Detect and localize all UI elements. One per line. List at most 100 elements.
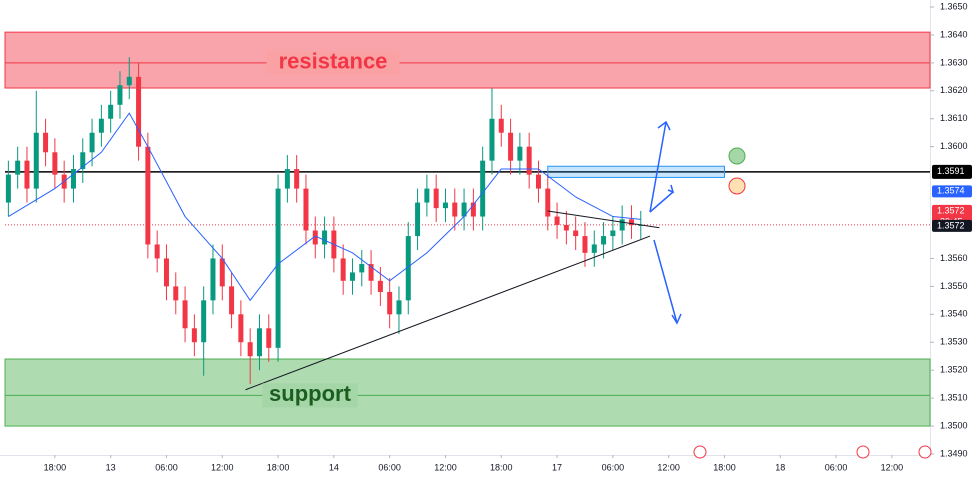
x-tick-label: 12:00 bbox=[211, 462, 234, 472]
candle-body bbox=[43, 132, 49, 153]
candle-body bbox=[359, 264, 365, 273]
x-tick-label: 18:00 bbox=[267, 462, 290, 472]
candle-body bbox=[275, 188, 281, 348]
event-flag[interactable] bbox=[918, 445, 932, 459]
x-tick-label: 18:00 bbox=[713, 462, 736, 472]
candle-body bbox=[424, 188, 430, 203]
event-flags bbox=[693, 445, 932, 459]
x-tick-label: 12:00 bbox=[434, 462, 457, 472]
y-tick-label: 1.3620 bbox=[940, 85, 968, 95]
candle-body bbox=[322, 230, 328, 245]
event-flag[interactable] bbox=[693, 445, 707, 459]
x-tick-label: 18:00 bbox=[44, 462, 67, 472]
y-tick-label: 1.3610 bbox=[940, 113, 968, 123]
y-tick-label: 1.3540 bbox=[940, 309, 968, 319]
x-tick-label: 17 bbox=[552, 462, 562, 472]
y-tick-label: 1.3520 bbox=[940, 365, 968, 375]
zone-label: resistance bbox=[279, 49, 388, 74]
stop-circle bbox=[728, 177, 746, 195]
candle-body bbox=[554, 216, 560, 225]
y-tick-label: 1.3530 bbox=[940, 337, 968, 347]
zone-label-bg bbox=[266, 50, 400, 75]
candle-body bbox=[312, 230, 318, 245]
candle-body bbox=[98, 118, 104, 133]
candle-body bbox=[284, 169, 290, 189]
candle-body bbox=[489, 118, 495, 161]
y-tick-label: 1.3510 bbox=[940, 393, 968, 403]
candle-body bbox=[628, 219, 634, 225]
x-tick-label: 18 bbox=[775, 462, 785, 472]
y-tick-label: 1.3650 bbox=[940, 1, 968, 11]
moving-average bbox=[8, 112, 641, 302]
candle-body bbox=[89, 132, 95, 153]
trendline bbox=[547, 210, 660, 229]
candle-body bbox=[24, 160, 30, 189]
arrow-head bbox=[657, 120, 671, 131]
candle-body bbox=[163, 258, 169, 287]
target-circle bbox=[728, 147, 746, 165]
level-tag-label: 1.3591 bbox=[937, 166, 965, 176]
candle-body bbox=[136, 76, 142, 147]
candle-body bbox=[145, 146, 151, 245]
candle-body bbox=[433, 188, 439, 209]
y-tick-label: 1.3490 bbox=[940, 448, 968, 458]
candle-body bbox=[508, 132, 514, 161]
candle-body bbox=[610, 230, 616, 237]
candle-body bbox=[303, 188, 309, 231]
candle-body bbox=[387, 291, 393, 315]
candle-body bbox=[582, 236, 588, 253]
candle-body bbox=[470, 202, 476, 217]
x-tick-label: 06:00 bbox=[155, 462, 178, 472]
y-tick-label: 1.3500 bbox=[940, 420, 968, 430]
y-tick-label: 1.3640 bbox=[940, 29, 968, 39]
candle-body bbox=[498, 118, 504, 133]
candle-body bbox=[70, 169, 76, 189]
candle-body bbox=[526, 146, 532, 175]
candle-body bbox=[601, 236, 607, 245]
x-tick-label: 12:00 bbox=[657, 462, 680, 472]
candle-body bbox=[126, 76, 132, 86]
candle-body bbox=[173, 286, 179, 301]
candle-body bbox=[294, 169, 300, 189]
candle-body bbox=[33, 132, 39, 189]
price-tag-label: 1.3572 bbox=[937, 220, 965, 230]
candle-body bbox=[182, 300, 188, 329]
zone-label-bg bbox=[262, 383, 358, 408]
scenario-arrow bbox=[649, 121, 667, 213]
candle-body bbox=[247, 342, 253, 357]
candle-body bbox=[219, 258, 225, 287]
candle-body bbox=[396, 300, 402, 315]
scenario-arrow bbox=[653, 239, 678, 324]
arrow-head bbox=[671, 313, 682, 325]
candle-body bbox=[238, 314, 244, 343]
candle-body bbox=[368, 264, 374, 281]
x-tick-label: 06:00 bbox=[602, 462, 625, 472]
trendline bbox=[245, 235, 651, 391]
candle-body bbox=[442, 202, 448, 209]
y-tick-label: 1.3560 bbox=[940, 253, 968, 263]
event-flag[interactable] bbox=[856, 445, 870, 459]
candle-body bbox=[619, 219, 625, 231]
y-tick-label: 1.3600 bbox=[940, 141, 968, 151]
candle-body bbox=[201, 300, 207, 343]
candle-body bbox=[117, 85, 123, 105]
price-tag-label: 1.3574 bbox=[937, 186, 965, 196]
candle-body bbox=[154, 244, 160, 259]
zone bbox=[4, 358, 931, 427]
candle-body bbox=[377, 280, 383, 292]
candle-body bbox=[256, 328, 262, 357]
scenario-arrow bbox=[649, 191, 674, 213]
candle-body bbox=[480, 160, 486, 217]
box-zone bbox=[547, 165, 725, 178]
candle-body bbox=[80, 152, 86, 170]
candle-body bbox=[191, 328, 197, 343]
candle-body bbox=[461, 202, 467, 217]
candle-body bbox=[52, 152, 58, 175]
price-tag bbox=[932, 219, 972, 232]
y-tick-label: 1.3630 bbox=[940, 57, 968, 67]
candle-body bbox=[563, 224, 569, 231]
candle-body bbox=[15, 160, 21, 175]
candle-body bbox=[405, 236, 411, 301]
